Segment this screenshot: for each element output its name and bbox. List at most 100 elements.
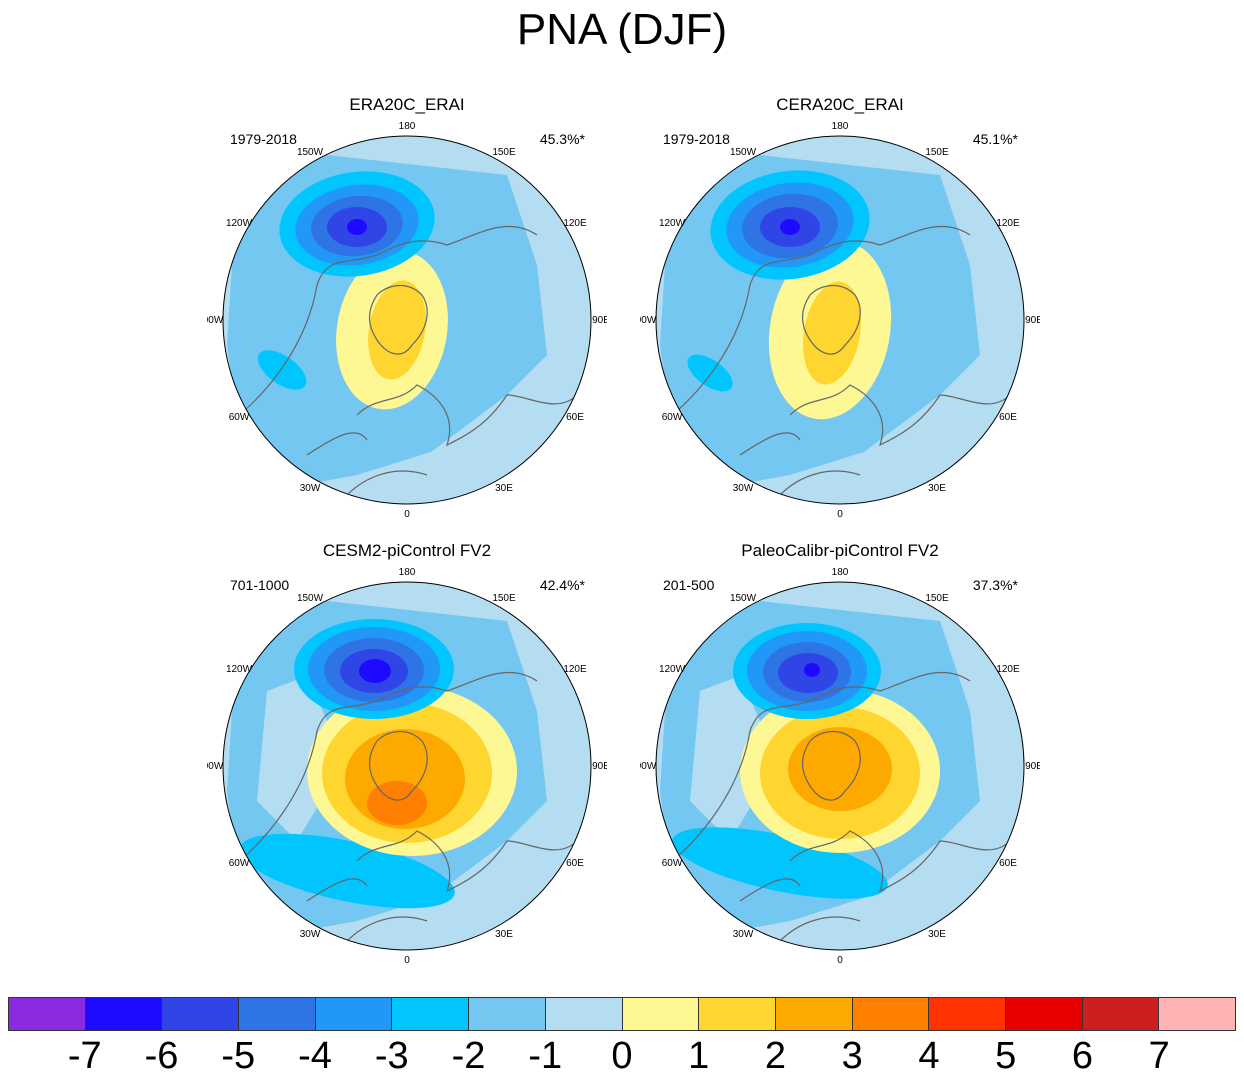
north-pacific-low-center (804, 663, 820, 677)
longitude-label: 60W (662, 412, 683, 423)
longitude-label: 60E (999, 858, 1017, 869)
colorbar-swatch (315, 998, 393, 1030)
map-panel-cera20c: 180 150E 120E 90E 60E 30E 0 30W 60W 90W 120W 150W C… (640, 95, 1040, 525)
panel-title: CERA20C_ERAI (776, 95, 904, 114)
north-pacific-low-center (780, 219, 800, 235)
colorbar-tick-label: -7 (67, 1035, 102, 1077)
map-border (655, 135, 1025, 505)
longitude-label: 30E (495, 483, 513, 494)
colorbar-swatch (929, 998, 1006, 1030)
panel-period: 1979-2018 (230, 131, 297, 147)
longitude-label: 90E (592, 315, 607, 326)
coastline-europe (356, 384, 578, 447)
longitude-label: 150E (925, 147, 949, 158)
colorbar-swatch (1082, 998, 1160, 1030)
colorbar-swatch (469, 998, 546, 1030)
longitude-label: 120W (659, 218, 686, 229)
longitude-label: 120E (563, 664, 587, 675)
polar-map: 180 150E 120E 90E 60E 30E 0 30W 60W 90W 120W 150W (640, 121, 1040, 520)
colorbar-tick-label: -1 (528, 1035, 563, 1077)
longitude-label: 0 (404, 509, 410, 520)
coastline-greenland (368, 285, 428, 355)
polar-map: 180 150E 120E 90E 60E 30E 0 30W 60W 90W 120W 150W (207, 567, 607, 966)
panel-explained-variance: 45.3%* (539, 131, 585, 147)
colorbar-swatch (699, 998, 776, 1030)
longitude-label: 150W (297, 593, 324, 604)
panel-period: 1979-2018 (663, 131, 730, 147)
coastline-europe (789, 830, 1011, 893)
colorbar-swatch (85, 998, 163, 1030)
longitude-label: 90W (640, 761, 657, 772)
panel-period: 201-500 (663, 577, 715, 593)
panel-explained-variance: 45.1%* (972, 131, 1018, 147)
colorbar-tick-label: -3 (374, 1035, 409, 1077)
longitude-label: 150E (925, 593, 949, 604)
figure-title: PNA (DJF) (516, 5, 728, 54)
coastline-greenland (368, 731, 428, 801)
longitude-label: 180 (832, 121, 849, 132)
longitude-label: 90W (207, 761, 224, 772)
longitude-label: 30W (733, 929, 754, 940)
panel-period: 701-1000 (230, 577, 290, 593)
colorbar-swatch (852, 998, 930, 1030)
colorbar-swatch (1159, 998, 1235, 1030)
longitude-label: 30W (300, 929, 321, 940)
arctic-positive-center (368, 280, 426, 380)
longitude-label: 120E (996, 218, 1020, 229)
colorbar-tick-label: 0 (611, 1035, 633, 1077)
longitude-label: 150E (492, 147, 516, 158)
longitude-label: 60E (999, 412, 1017, 423)
atlantic-negative-patch (672, 827, 888, 899)
map-panel-paleocalibr: 180 150E 120E 90E 60E 30E 0 30W 60W 90W 120W 150W P… (640, 541, 1040, 971)
coastline-north-america-asia (226, 671, 538, 872)
panel-explained-variance: 42.4%* (539, 577, 585, 593)
colorbar-tick-label: 1 (688, 1035, 710, 1077)
arctic-positive-center (788, 727, 892, 811)
longitude-label: 90W (207, 315, 224, 326)
longitude-label: 120W (226, 218, 253, 229)
atlantic-negative-patch (687, 354, 733, 392)
longitude-label: 90W (640, 315, 657, 326)
longitude-label: 30W (300, 483, 321, 494)
pacific-positive-patch (690, 676, 760, 841)
coastline-africa (739, 432, 861, 496)
arctic-positive-center (367, 781, 427, 825)
longitude-label: 60W (662, 858, 683, 869)
colorbar (8, 997, 1236, 1031)
longitude-label: 90E (1025, 315, 1040, 326)
map-border (222, 135, 592, 505)
colorbar-swatch (622, 998, 700, 1030)
colorbar-swatch (162, 998, 240, 1030)
longitude-label: 150E (492, 593, 516, 604)
colorbar-tick-label: -4 (298, 1035, 332, 1077)
colorbar-tick-label: -5 (221, 1035, 256, 1077)
colorbar-tick-label: 2 (764, 1035, 787, 1077)
longitude-label: 150W (730, 593, 757, 604)
colorbar-tick-label: -6 (144, 1035, 179, 1077)
longitude-label: 150W (297, 147, 324, 158)
longitude-label: 180 (832, 567, 849, 578)
arctic-positive-center (802, 281, 862, 385)
north-pacific-low-center (359, 659, 391, 683)
coastline-north-america-asia (659, 671, 971, 872)
coastline-europe (356, 830, 578, 893)
longitude-label: 180 (399, 121, 416, 132)
longitude-label: 60W (229, 412, 250, 423)
panel-title: CESM2-piControl FV2 (322, 541, 492, 560)
colorbar-tick-label: 4 (918, 1035, 940, 1077)
coastline-africa (739, 878, 861, 942)
colorbar-swatch (239, 998, 316, 1030)
longitude-label: 120W (226, 664, 253, 675)
panel-title: PaleoCalibr-piControl FV2 (741, 541, 939, 560)
longitude-label: 30E (928, 929, 946, 940)
map-panel-era20c: 180 150E 120E 90E 60E 30E 0 30W 60W 90W 120W 150W E… (207, 95, 607, 525)
longitude-label: 150W (730, 147, 757, 158)
colorbar-swatch (545, 998, 623, 1030)
coastline-north-america-asia (659, 225, 971, 426)
map-border (222, 581, 592, 951)
colorbar-tick-label: 7 (1148, 1035, 1170, 1077)
longitude-label: 30E (495, 929, 513, 940)
longitude-label: 120E (563, 218, 587, 229)
longitude-label: 30E (928, 483, 946, 494)
longitude-label: 0 (837, 955, 843, 966)
